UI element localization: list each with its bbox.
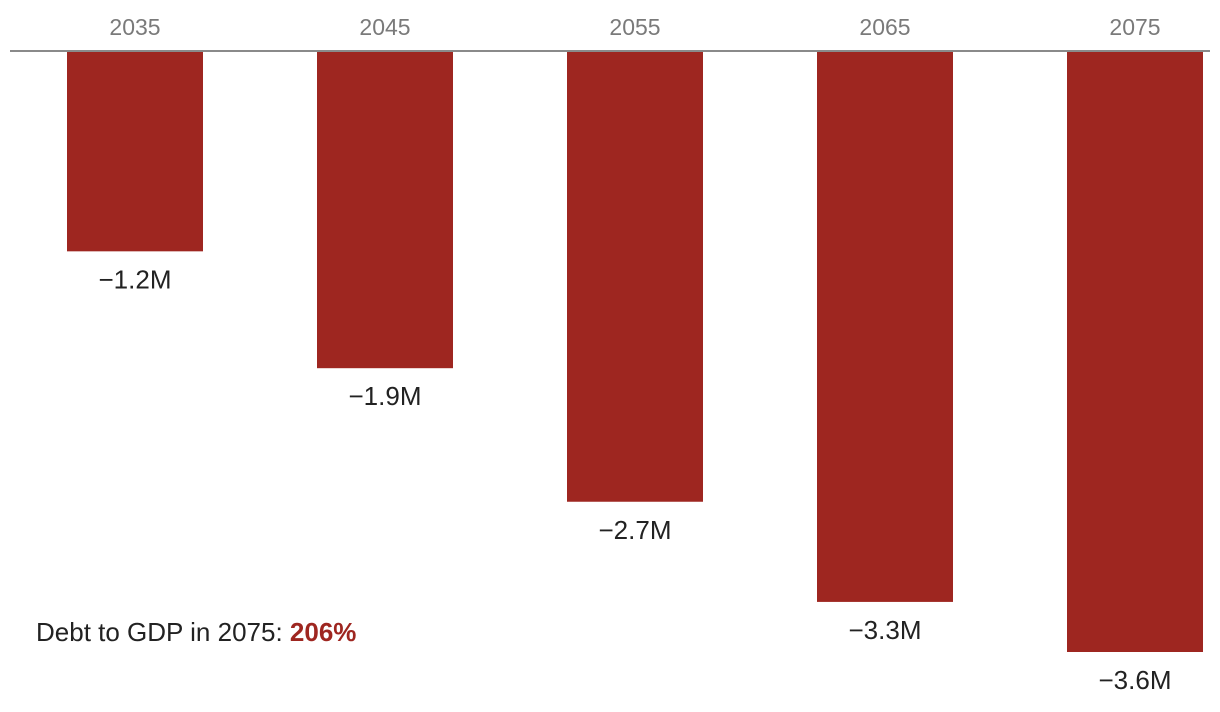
debt-to-gdp-annotation: Debt to GDP in 2075: 206%: [36, 617, 356, 648]
bar-2055: [567, 51, 703, 502]
value-label-2035: −1.2M: [99, 264, 172, 294]
bar-2035: [67, 51, 203, 252]
bar-2075: [1067, 51, 1203, 652]
annotation-highlight-value: 206%: [289, 617, 357, 647]
value-label-2045: −1.9M: [349, 381, 422, 411]
value-label-2075: −3.6M: [1099, 665, 1172, 695]
value-label-2065: −3.3M: [849, 615, 922, 645]
x-tick-label-2055: 2055: [609, 14, 660, 40]
x-tick-label-2065: 2065: [859, 14, 910, 40]
value-label-2055: −2.7M: [599, 515, 672, 545]
bar-2065: [817, 51, 953, 602]
x-tick-label-2075: 2075: [1109, 14, 1160, 40]
bars-layer: [67, 51, 1203, 652]
annotation-text: Debt to GDP in 2075:: [36, 617, 290, 647]
tick-labels-layer: 2035 2045 2055 2065 2075: [109, 14, 1160, 40]
value-labels-layer: −1.2M −1.9M −2.7M −3.3M −3.6M: [99, 264, 1172, 695]
x-tick-label-2035: 2035: [109, 14, 160, 40]
x-tick-label-2045: 2045: [359, 14, 410, 40]
bar-2045: [317, 51, 453, 369]
